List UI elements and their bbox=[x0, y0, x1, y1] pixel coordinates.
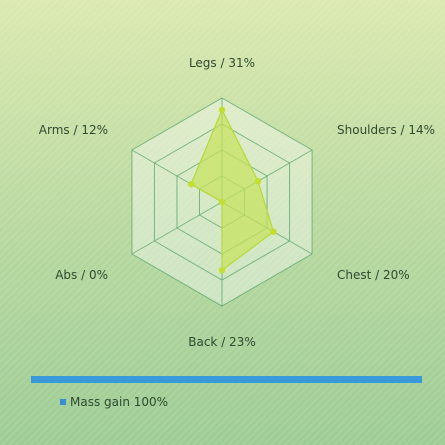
axis-label-1: Shoulders / 14% bbox=[337, 123, 435, 137]
legend-swatch bbox=[60, 399, 66, 405]
radar-axis-labels: Legs / 31% Shoulders / 14% Chest / 20% Back… bbox=[39, 56, 435, 349]
axis-label-2: Chest / 20% bbox=[337, 268, 410, 282]
radar-series bbox=[187, 106, 277, 274]
axis-label-5: Arms / 12% bbox=[39, 123, 108, 137]
data-point-0[interactable] bbox=[218, 106, 226, 114]
axis-label-0: Legs / 31% bbox=[189, 56, 255, 70]
legend-label: Mass gain 100% bbox=[70, 395, 169, 409]
legend-divider-bar bbox=[31, 376, 422, 383]
legend: Mass gain 100% bbox=[60, 395, 168, 409]
data-point-2[interactable] bbox=[270, 228, 277, 235]
data-point-5[interactable] bbox=[187, 180, 195, 188]
data-point-3[interactable] bbox=[218, 267, 226, 274]
data-point-4[interactable] bbox=[218, 198, 226, 206]
axis-label-4: Abs / 0% bbox=[55, 268, 108, 282]
axis-label-3: Back / 23% bbox=[188, 335, 255, 349]
grid-spoke-4 bbox=[131, 201, 223, 255]
data-point-1[interactable] bbox=[254, 178, 262, 185]
